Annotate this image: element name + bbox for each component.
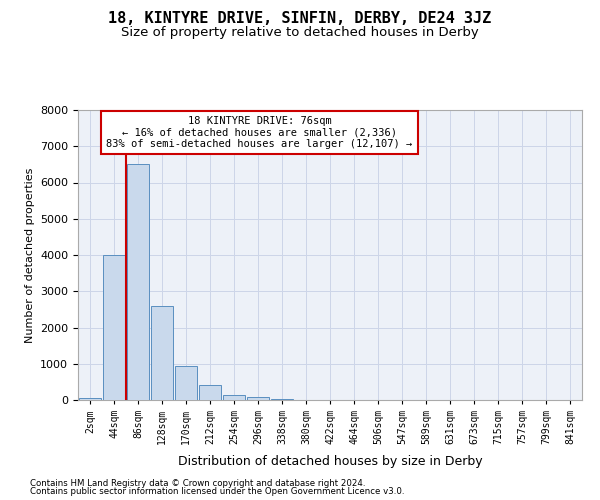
X-axis label: Distribution of detached houses by size in Derby: Distribution of detached houses by size … bbox=[178, 456, 482, 468]
Text: Size of property relative to detached houses in Derby: Size of property relative to detached ho… bbox=[121, 26, 479, 39]
Text: Contains HM Land Registry data © Crown copyright and database right 2024.: Contains HM Land Registry data © Crown c… bbox=[30, 478, 365, 488]
Bar bbox=[103, 255, 125, 400]
Text: 18 KINTYRE DRIVE: 76sqm
← 16% of detached houses are smaller (2,336)
83% of semi: 18 KINTYRE DRIVE: 76sqm ← 16% of detache… bbox=[106, 116, 413, 149]
Bar bbox=[175, 366, 197, 400]
Bar bbox=[127, 164, 149, 400]
Bar bbox=[247, 397, 269, 400]
Bar bbox=[199, 385, 221, 400]
Bar bbox=[151, 306, 173, 400]
Y-axis label: Number of detached properties: Number of detached properties bbox=[25, 168, 35, 342]
Bar bbox=[223, 396, 245, 400]
Bar bbox=[79, 398, 101, 400]
Text: 18, KINTYRE DRIVE, SINFIN, DERBY, DE24 3JZ: 18, KINTYRE DRIVE, SINFIN, DERBY, DE24 3… bbox=[109, 11, 491, 26]
Text: Contains public sector information licensed under the Open Government Licence v3: Contains public sector information licen… bbox=[30, 487, 404, 496]
